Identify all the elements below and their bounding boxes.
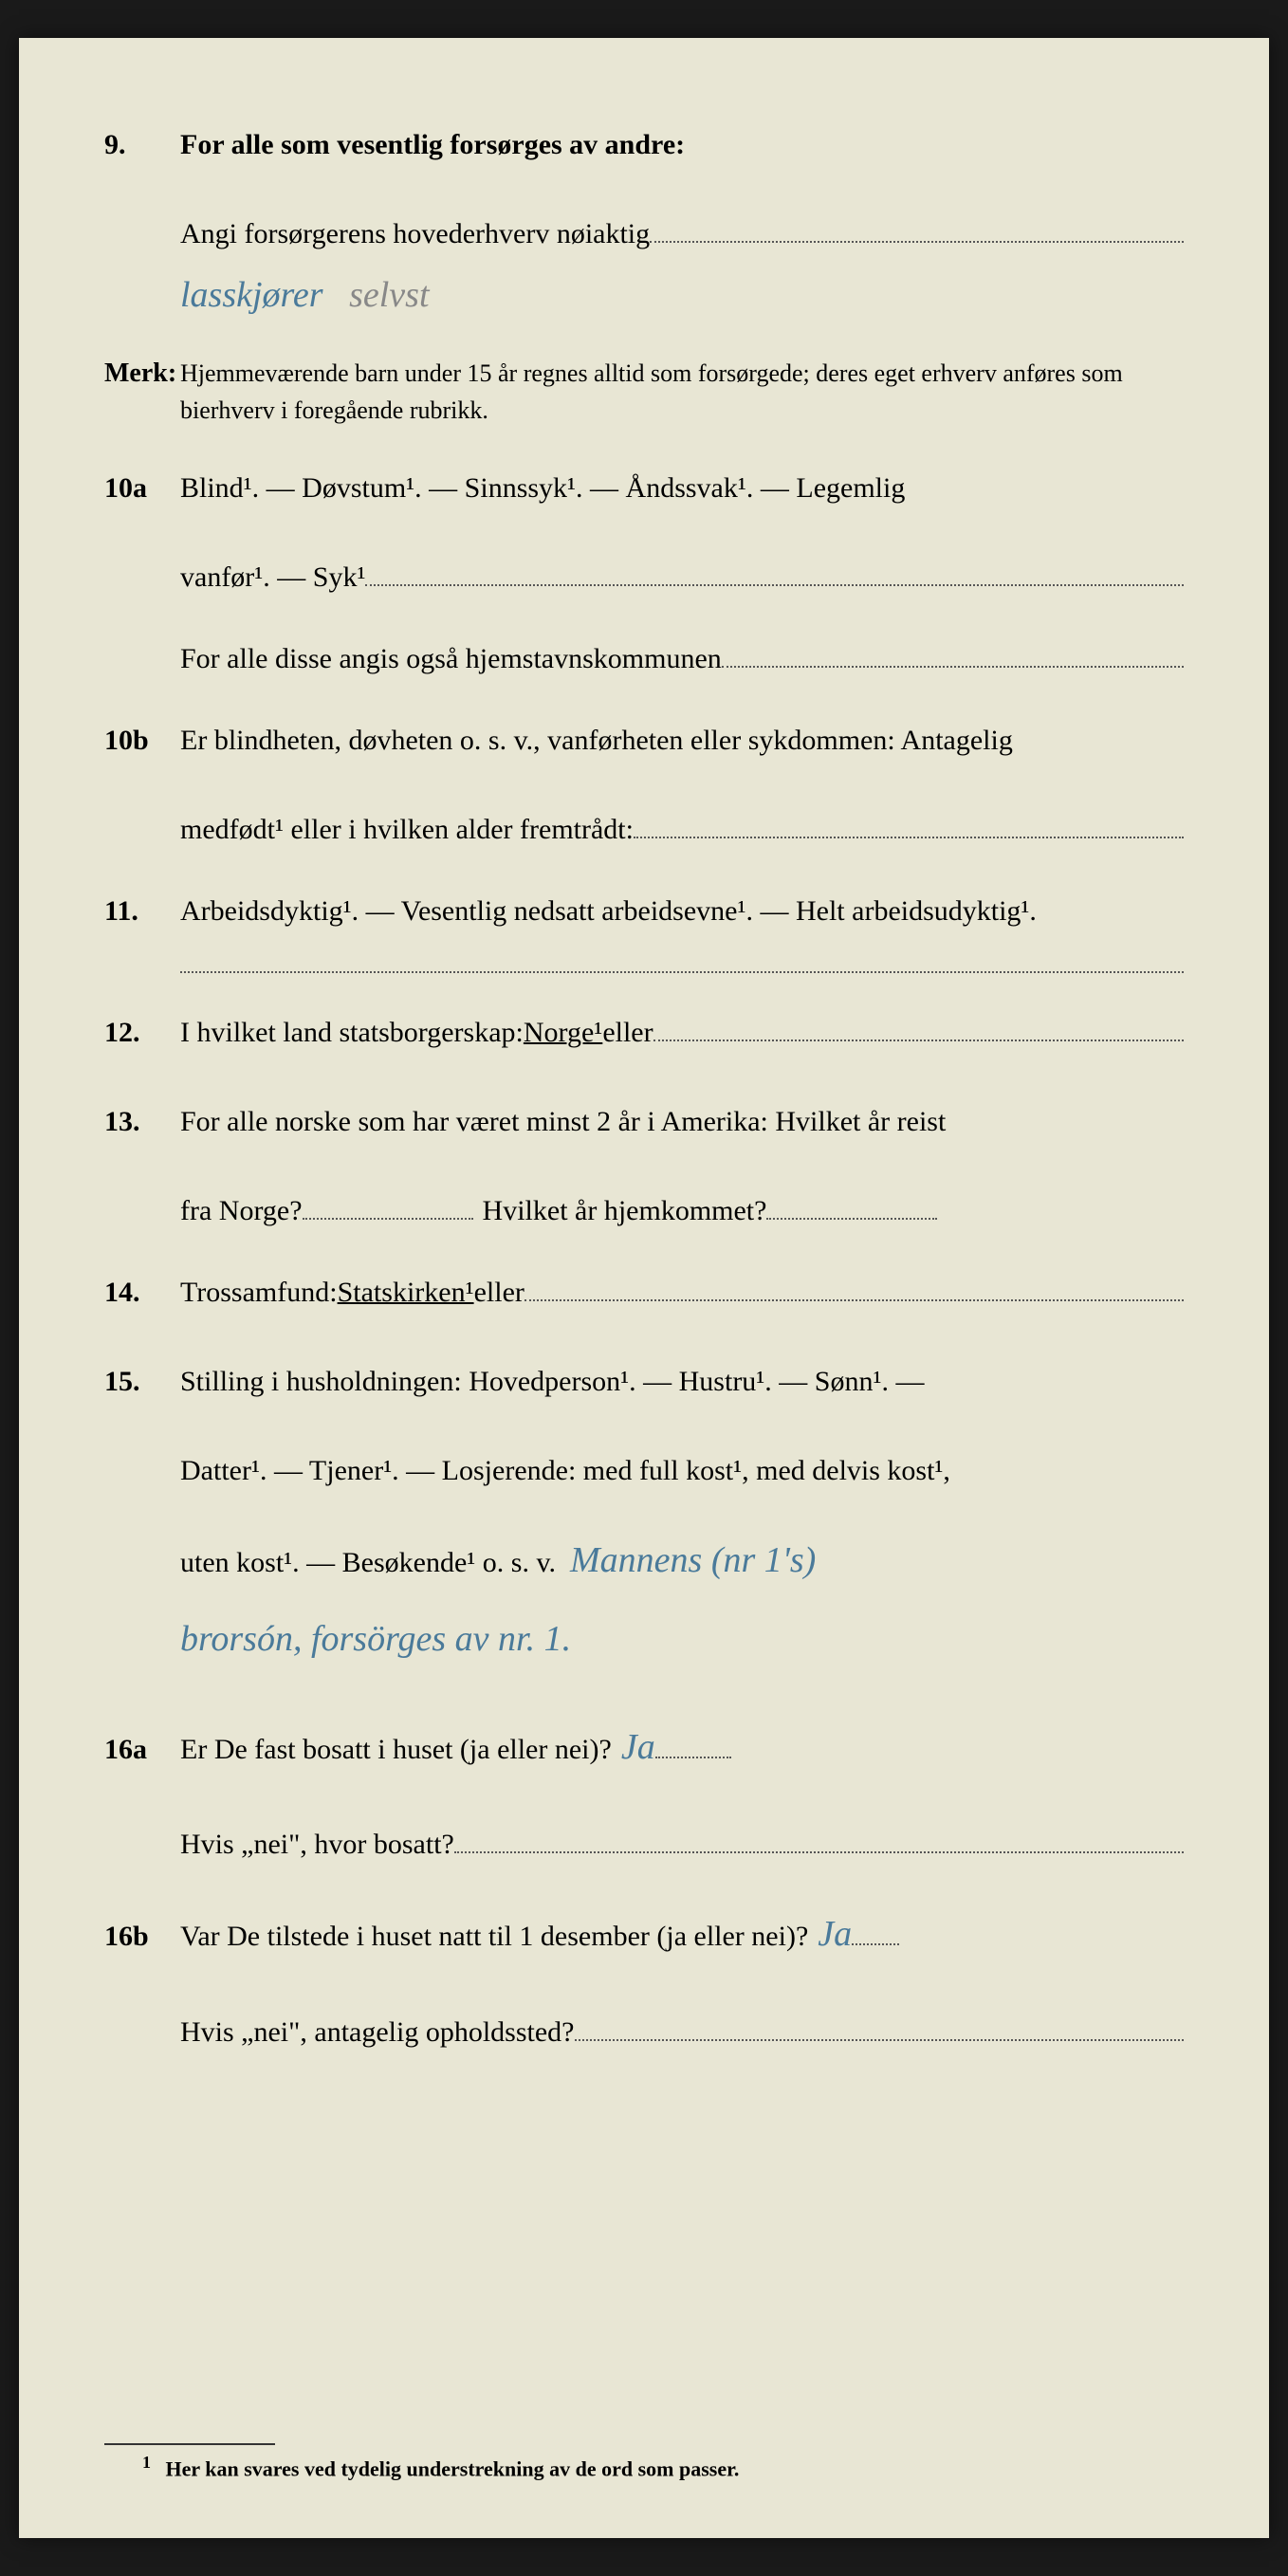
q15-line2: Datter¹. — Tjener¹. — Losjerende: med fu… [180,1440,1184,1502]
q16b-row2: Hvis „nei", antagelig opholdssted? [180,2001,1184,2064]
q13-line2a: fra Norge? [180,1180,303,1242]
q10a-options: Blind¹. — Døvstum¹. — Sinnssyk¹. — Åndss… [180,457,1184,520]
q9-num: 9. [104,122,180,168]
q9-line1: For alle som vesentlig forsørges av andr… [180,114,1184,176]
q16a-dotted1 [655,1757,731,1758]
q16a-hw: Ja [621,1708,655,1788]
q12-num: 12. [104,1010,180,1056]
q10b-num: 10b [104,718,180,764]
q9-hw2: selvst [349,275,429,315]
q16a-line1: Er De fast bosatt i huset (ja eller nei)… [180,1719,612,1781]
q15-hw2: brorsón, forsörges av nr. 1. [180,1619,571,1659]
q11-dotted [180,971,1184,973]
q16b-num: 16b [104,1914,180,1960]
footnote-separator [104,2443,275,2445]
q10a-row1: 10a Blind¹. — Døvstum¹. — Sinnssyk¹. — Å… [104,457,1184,520]
q14-num: 14. [104,1270,180,1316]
q16b-hw: Ja [818,1895,852,1975]
q16a-row1: 16a Er De fast bosatt i huset (ja eller … [104,1708,1184,1788]
q11-row: 11. Arbeidsdyktig¹. — Vesentlig nedsatt … [104,880,1184,943]
q11-blank [180,971,1184,973]
q13-line1: For alle norske som har været minst 2 år… [180,1091,1184,1153]
q14-row: 14. Trossamfund: Statskirken¹ eller [104,1261,1184,1324]
q16a-content1: Er De fast bosatt i huset (ja eller nei)… [180,1708,1184,1788]
q16b-line2: Hvis „nei", antagelig opholdssted? [180,2001,575,2064]
q10a-row3: For alle disse angis også hjemstavnskomm… [180,628,1184,690]
q15-hw1: Mannens (nr 1's) [570,1521,816,1601]
q12-after: eller [602,1002,653,1064]
q16b-content1: Var De tilstede i huset natt til 1 desem… [180,1895,1184,1975]
q15-line3: uten kost¹. — Besøkende¹ o. s. v. [180,1532,556,1594]
q12-content: I hvilket land statsborgerskap: Norge¹ e… [180,1002,1184,1064]
q9-handwritten-row: lasskjører selvst [180,256,1184,336]
q11-num: 11. [104,889,180,934]
q16a-line2: Hvis „nei", hvor bosatt? [180,1813,454,1876]
q16a-num: 16a [104,1727,180,1773]
q14-after: eller [474,1261,524,1324]
q16b-row1: 16b Var De tilstede i huset natt til 1 d… [104,1895,1184,1975]
q9-hw1: lasskjører [180,275,323,315]
q13-dotted1 [303,1218,473,1220]
q10a-num: 10a [104,466,180,511]
q13-row1: 13. For alle norske som har været minst … [104,1091,1184,1153]
merk-row: Merk: Hjemmeværende barn under 15 år reg… [104,355,1184,429]
q14-underlined: Statskirken¹ [338,1261,474,1324]
q15-hw-row2: brorsón, forsörges av nr. 1. [180,1600,1184,1680]
q10a-row2: vanfør¹. — Syk¹ [180,546,1184,609]
merk-label: Merk: [104,359,180,389]
q10a-options2: vanfør¹. — Syk¹ [180,546,365,609]
q14-before: Trossamfund: [180,1261,338,1324]
q16a-row2: Hvis „nei", hvor bosatt? [180,1813,1184,1876]
q10b-row2: medfødt¹ eller i hvilken alder fremtrådt… [180,799,1184,861]
q16a-dotted2 [454,1851,1184,1853]
q10b-dotted [634,837,1184,838]
q10b-line1: Er blindheten, døvheten o. s. v., vanfør… [180,709,1184,772]
q11-text: Arbeidsdyktig¹. — Vesentlig nedsatt arbe… [180,880,1184,943]
q9-dotted [650,241,1184,243]
q13-num: 13. [104,1099,180,1145]
q15-num: 15. [104,1359,180,1405]
q13-dotted2 [766,1218,937,1220]
q12-row: 12. I hvilket land statsborgerskap: Norg… [104,1002,1184,1064]
q15-row1: 15. Stilling i husholdningen: Hovedperso… [104,1351,1184,1413]
q16b-dotted1 [852,1943,899,1945]
footnote: 1 Her kan svares ved tydelig understrekn… [142,2453,1184,2481]
q10b-line2: medfødt¹ eller i hvilken alder fremtrådt… [180,799,634,861]
footnote-num: 1 [142,2453,151,2472]
q10a-line3: For alle disse angis også hjemstavnskomm… [180,628,722,690]
q14-dotted [524,1299,1184,1301]
q12-dotted [653,1040,1184,1041]
q16b-line1: Var De tilstede i huset natt til 1 desem… [180,1905,808,1968]
q13-row2: fra Norge? Hvilket år hjemkommet? [180,1180,1184,1242]
q14-content: Trossamfund: Statskirken¹ eller [180,1261,1184,1324]
q12-underlined: Norge¹ [524,1002,602,1064]
q15-line1: Stilling i husholdningen: Hovedperson¹. … [180,1351,1184,1413]
q10b-row1: 10b Er blindheten, døvheten o. s. v., va… [104,709,1184,772]
q13-line2b: Hvilket år hjemkommet? [483,1180,767,1242]
q15-row3: uten kost¹. — Besøkende¹ o. s. v. Mannen… [180,1521,1184,1601]
q9-row: 9. For alle som vesentlig forsørges av a… [104,114,1184,176]
merk-text: Hjemmeværende barn under 15 år regnes al… [180,355,1184,429]
footnote-text: Her kan svares ved tydelig understreknin… [166,2456,740,2480]
q10a-dotted1 [365,584,1184,586]
q10a-dotted2 [722,666,1184,668]
q16b-dotted2 [575,2039,1185,2041]
q12-before: I hvilket land statsborgerskap: [180,1002,524,1064]
census-form-page: 9. For alle som vesentlig forsørges av a… [19,38,1269,2538]
